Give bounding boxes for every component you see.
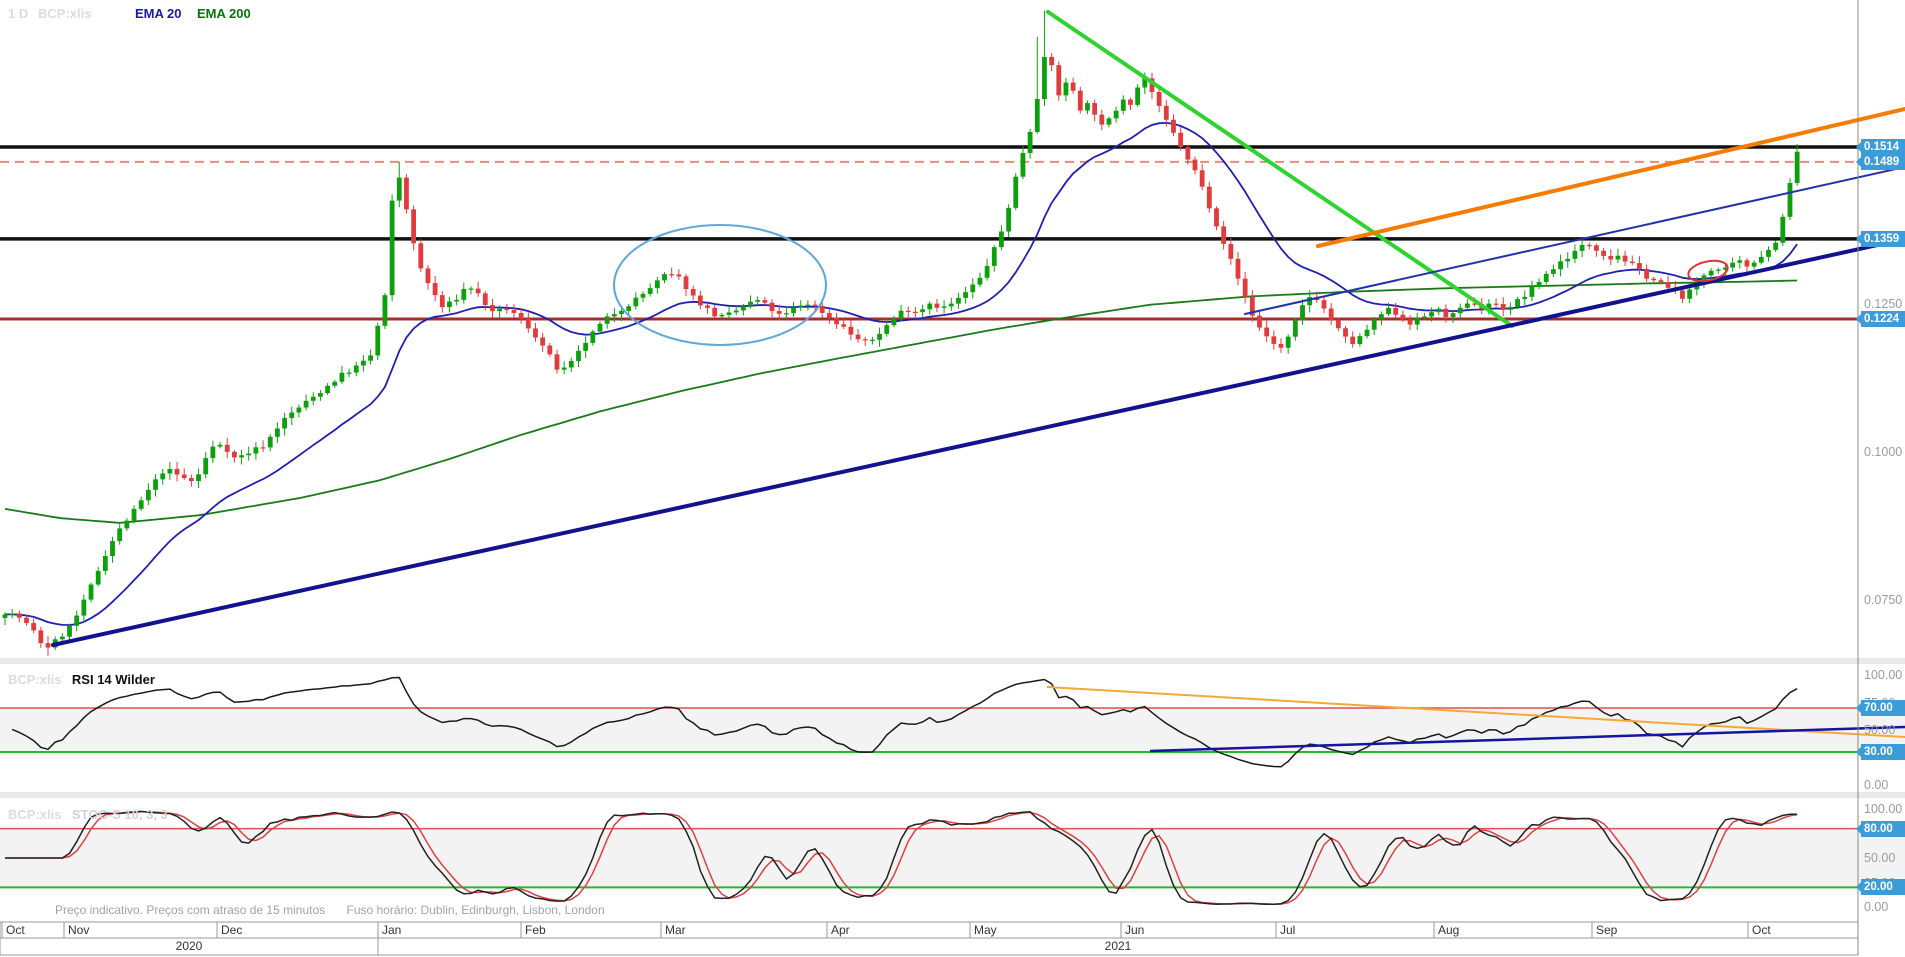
stoch-scale-label: 100.00 (1864, 802, 1903, 816)
rsi-indicator-label[interactable]: RSI 14 Wilder (71, 672, 155, 687)
rsi-level-tag: 70.00 (1856, 700, 1905, 716)
stoch-level-tag: 80.00 (1856, 820, 1905, 837)
price-level-tag: 0.1489 (1856, 153, 1905, 170)
pane-separator (0, 658, 1905, 664)
rsi-scale-label: 50.00 (1864, 723, 1896, 737)
stoch-d-curve (5, 811, 1798, 905)
price-level-tag: 0.1224 (1856, 310, 1905, 327)
time-axis[interactable] (0, 921, 1858, 956)
month-label: Dec (221, 923, 243, 937)
rsi-level-tag: 30.00 (1856, 744, 1905, 760)
stoch-level-tag: 20.00 (1856, 879, 1905, 896)
footer-disclaimer: Preço indicativo. Preços com atraso de 1… (55, 903, 623, 917)
stoch-k-curve (5, 810, 1798, 905)
rsi-downtrend-orange (1046, 686, 1905, 738)
timeframe-label: 1 D (8, 6, 29, 21)
month-label: Feb (525, 923, 546, 937)
price-delay-note: Preço indicativo. Preços com atraso de 1… (55, 903, 326, 917)
timezone-note: Fuso horário: Dublin, Edinburgh, Lisbon,… (346, 903, 605, 917)
month-label: May (974, 923, 997, 937)
rsi-band (0, 708, 1905, 752)
month-label: Jul (1280, 923, 1296, 937)
month-label: Sep (1596, 923, 1618, 937)
ema200-legend[interactable]: EMA 200 (197, 6, 251, 21)
rsi-scale-label: 100.00 (1864, 668, 1903, 682)
price-level-tag: 0.1514 (1856, 139, 1905, 155)
rsi-scale-label: 0.00 (1864, 778, 1889, 792)
symbol-watermark: BCP:xlis (38, 6, 92, 21)
stoch-scale-label: 0.00 (1864, 900, 1889, 914)
rsi-symbol-watermark: BCP:xlis (8, 672, 62, 687)
breakout-ellipse (1687, 259, 1729, 283)
stoch-indicator-label[interactable]: STOC-S 10, 3, 3 (71, 807, 168, 822)
minor-uptrend-blue (1244, 166, 1905, 315)
month-label: Jun (1125, 923, 1145, 937)
candlestick-series (2, 10, 1800, 656)
uptrend-orange (1316, 107, 1905, 248)
month-label: Oct (1752, 923, 1771, 937)
price-scale-label: 0.0750 (1864, 592, 1903, 607)
consolidation-ellipse (613, 224, 827, 346)
rsi-pane-header: BCP:xlis RSI 14 Wilder (8, 671, 155, 689)
month-label: Apr (831, 923, 850, 937)
downtrend-green (1046, 10, 1514, 328)
stoch-symbol-watermark: BCP:xlis (8, 807, 62, 822)
month-label: Aug (1438, 923, 1460, 937)
month-label: Jan (382, 923, 402, 937)
ema20-legend[interactable]: EMA 20 (135, 6, 182, 21)
ema200-line (4, 279, 1798, 524)
stoch-pane-header: BCP:xlis STOC-S 10, 3, 3 (8, 806, 168, 824)
month-label: Oct (6, 923, 25, 937)
major-uptrend-navy (51, 237, 1905, 647)
rsi-uptrend-navy (1149, 725, 1905, 753)
month-label: Nov (68, 923, 90, 937)
price-scale-label: 0.1000 (1864, 444, 1903, 459)
year-label: 2020 (175, 939, 203, 953)
rsi-curve (11, 676, 1798, 768)
price-level-tag: 0.1359 (1856, 230, 1905, 247)
pane-separator (0, 792, 1905, 798)
month-label: Mar (665, 923, 686, 937)
price-scale-label: 0.1250 (1864, 296, 1903, 311)
stoch-band (0, 828, 1905, 888)
year-label: 2021 (1104, 939, 1132, 953)
stoch-scale-label: 50.00 (1864, 851, 1896, 865)
